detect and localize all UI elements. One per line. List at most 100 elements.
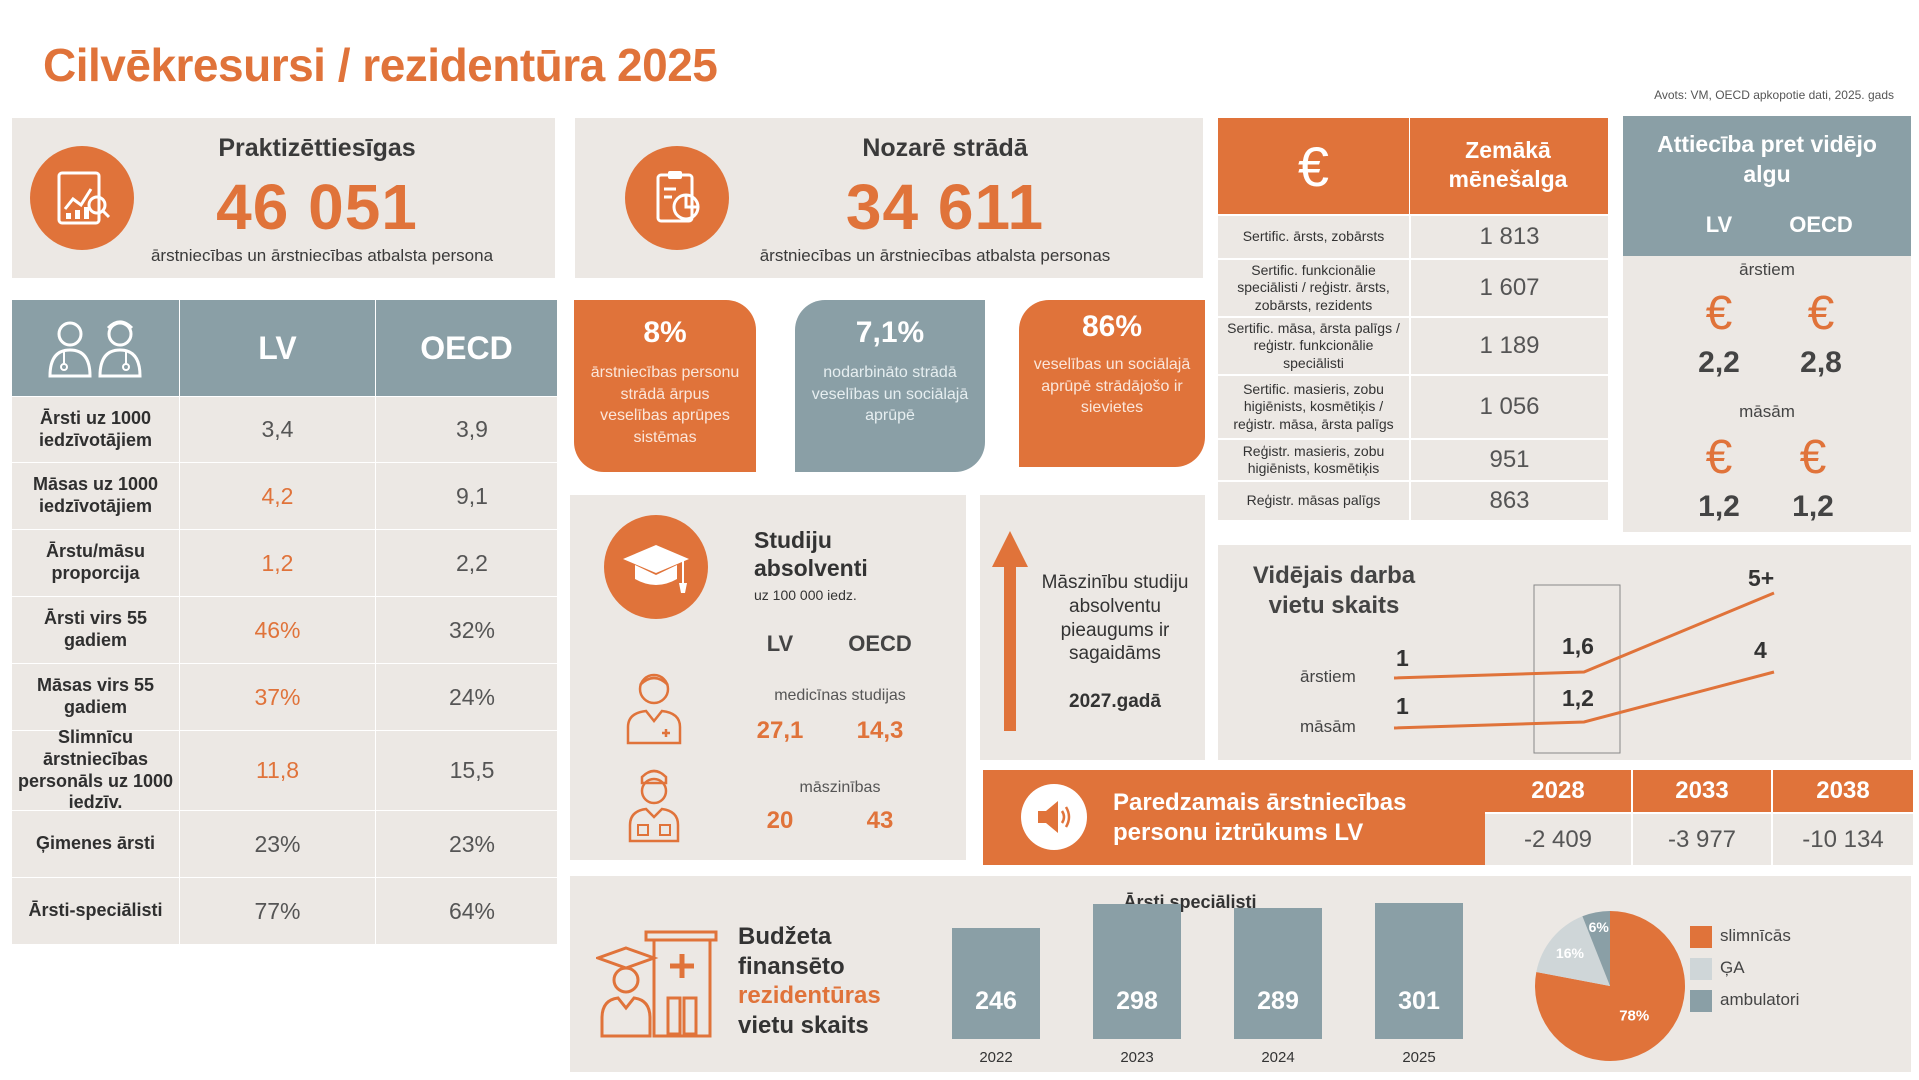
bubble-employed-pct: 7,1% [855, 316, 925, 349]
workplaces-nurses-label: māsām [1300, 717, 1356, 736]
row-lv-value: 3,4 [261, 416, 294, 442]
bubble-women-pct: 86% [1081, 310, 1143, 343]
practice-label: Praktizēttiesīgas [218, 134, 416, 162]
shortage-panel: Paredzamais ārstniecības personu iztrūku… [983, 770, 1485, 865]
growth-panel: Māszinību studiju absolventu pieaugums i… [980, 495, 1205, 760]
compare-table-row: Slimnīcu ārstniecības personāls uz 1000 … [12, 727, 557, 813]
doctors-icon [40, 318, 155, 378]
workplaces-doctors-label: ārstiem [1300, 667, 1356, 686]
row-label: Ārstu/māsu proporcija [45, 541, 146, 583]
bar-category-label: 2025 [1402, 1049, 1436, 1066]
row-lv-value: 11,8 [255, 757, 300, 783]
salary-value: 1 813 [1479, 223, 1540, 250]
row-label: Ārsti-speciālisti [28, 900, 163, 921]
residency-pie-chart: 78% 16%6% [1535, 911, 1685, 1061]
shortage-grid: 2028 -2 409 2033 -3 977 2038 -10 134 [1485, 770, 1915, 865]
shortage-year: 2038 [1773, 770, 1913, 812]
graduates-col-oecd: OECD [848, 631, 912, 656]
megaphone-icon [1021, 784, 1087, 850]
shortage-title: Paredzamais ārstniecības personu iztrūku… [1113, 789, 1407, 846]
ratio-doctors-lv-euro: € [1705, 287, 1733, 340]
row-oecd-value: 2,2 [456, 549, 488, 576]
row-lv-value: 46% [254, 616, 301, 643]
shortage-value: -10 134 [1773, 814, 1913, 865]
nursing-lv: 20 [766, 807, 794, 834]
row-oecd-value: 9,1 [456, 482, 488, 509]
graduates-panel: Studiju absolventi uz 100 000 iedz. LV O… [570, 495, 966, 860]
workplaces-title: Vidējais darba vietu skaits [1252, 562, 1416, 619]
row-lv-value: 4,2 [261, 482, 294, 509]
compare-table-row: Ārsti-speciālisti 77% 64% [12, 877, 557, 944]
workplaces-lines [1393, 584, 1775, 754]
bubble-women: 86% veselības un sociālajā aprūpē strādā… [1019, 300, 1205, 467]
ratio-col-oecd: OECD [1789, 212, 1853, 237]
doctors-line [1393, 591, 1775, 680]
salary-value: 951 [1489, 446, 1530, 473]
legend-label: slimnīcās [1720, 926, 1791, 945]
salary-row: Reģistr. māsas palīgs 863 [1218, 480, 1608, 520]
ratio-header: Attiecība pret vidējo algu LV OECD [1623, 116, 1911, 256]
compare-table-row: Ārsti virs 55 gadiem 46% 32% [12, 596, 557, 663]
ratio-panel: Attiecība pret vidējo algu LV OECD ārsti… [1623, 116, 1911, 532]
residency-title-2: rezidentūras [738, 982, 881, 1009]
row-oecd-value: 3,9 [456, 416, 488, 442]
pie-slice-1 [1536, 916, 1610, 986]
compare-table-header: LV OECD [12, 300, 557, 396]
report-chart-icon [30, 146, 134, 250]
pie-value-label: 6% [1589, 919, 1610, 935]
row-label: Māsas uz 1000 iedzīvotājiem [32, 474, 159, 516]
compare-col-oecd: OECD [420, 329, 513, 366]
page-title: Cilvēkresursi / rezidentūra 2025 [43, 39, 718, 91]
salary-table-body: Sertific. ārsts, zobārsts 1 813 Sertific. … [1218, 214, 1608, 532]
working-sub: ārstniecības un ārstniecības atbalsta pe… [759, 246, 1111, 265]
pie-legend: slimnīcās ĢA ambulatori [1690, 926, 1890, 1046]
legend-label: ambulatori [1720, 990, 1800, 1009]
pie-value-label: 78% [1619, 1007, 1649, 1024]
practice-value: 46 051 [216, 171, 418, 243]
doctors-value-3: 5+ [1748, 565, 1775, 591]
compare-table-row: Māsas uz 1000 iedzīvotājiem 4,2 9,1 [12, 462, 557, 529]
bubble-outside-text: ārstniecības personu strādā ārpus veselī… [590, 364, 740, 446]
ratio-doctors-label: ārstiem [1739, 260, 1795, 279]
bar-category-label: 2023 [1120, 1049, 1154, 1066]
bar-category-label: 2022 [979, 1049, 1013, 1066]
nurses-line [1393, 670, 1775, 730]
compare-table-row: Māsas virs 55 gadiem 37% 24% [12, 663, 557, 730]
pie-value-label: 16% [1556, 945, 1585, 961]
shortage-value: -2 409 [1485, 814, 1631, 865]
highlight-box [1533, 584, 1621, 754]
graduates-col-lv: LV [766, 631, 794, 656]
up-arrow-icon [990, 531, 1030, 731]
nursing-student-icon [624, 763, 684, 843]
bar-2024 [1234, 908, 1322, 1039]
bubble-outside: 8% ārstniecības personu strādā ārpus ves… [574, 300, 756, 472]
residency-title-1: Budžeta finansēto [738, 923, 845, 980]
bar-value-label: 301 [1398, 987, 1440, 1015]
row-oecd-value: 64% [448, 897, 496, 924]
salary-row: Sertific. māsa, ārsta palīgs / reģistr. … [1218, 316, 1608, 374]
ratio-doctors-oecd: 2,8 [1800, 346, 1842, 379]
salary-value: 863 [1489, 487, 1530, 514]
working-value: 34 611 [845, 171, 1045, 243]
salary-role: Reģistr. masieris, zobu higiēnists, kosm… [1242, 442, 1385, 476]
graduates-sub: uz 100 000 iedz. [754, 587, 857, 603]
residency-title-3: vietu skaits [738, 1012, 869, 1039]
practice-box: Praktizēttiesīgas 46 051 ārstniecības un… [12, 118, 555, 278]
ratio-doctors-lv: 2,2 [1698, 346, 1740, 379]
salary-row: Reģistr. masieris, zobu higiēnists, kosm… [1218, 438, 1608, 480]
clipboard-chart-icon [625, 146, 729, 250]
row-label: Slimnīcu ārstniecības personāls uz 1000 … [17, 727, 174, 813]
row-oecd-value: 32% [448, 616, 496, 643]
salary-value: 1 189 [1479, 332, 1540, 359]
medicine-label: medicīnas studijas [774, 687, 906, 704]
ratio-nurses-lv: 1,2 [1698, 490, 1740, 523]
ratio-nurses-oecd-euro: € [1799, 431, 1827, 484]
bubble-employed-text: nodarbināto strādā veselības un sociālaj… [811, 364, 969, 425]
row-lv-value: 1,2 [261, 549, 294, 576]
salary-role: Sertific. funkcionālie speciālisti / reģ… [1237, 262, 1390, 313]
growth-year: 2027.gadā [1069, 691, 1161, 712]
row-label: Māsas virs 55 gadiem [36, 675, 155, 717]
bar-value-label: 298 [1116, 987, 1158, 1015]
nurses-value-2: 1,2 [1562, 685, 1594, 711]
workplaces-panel: Vidējais darba vietu skaits ārstiem māsā… [1218, 545, 1911, 760]
